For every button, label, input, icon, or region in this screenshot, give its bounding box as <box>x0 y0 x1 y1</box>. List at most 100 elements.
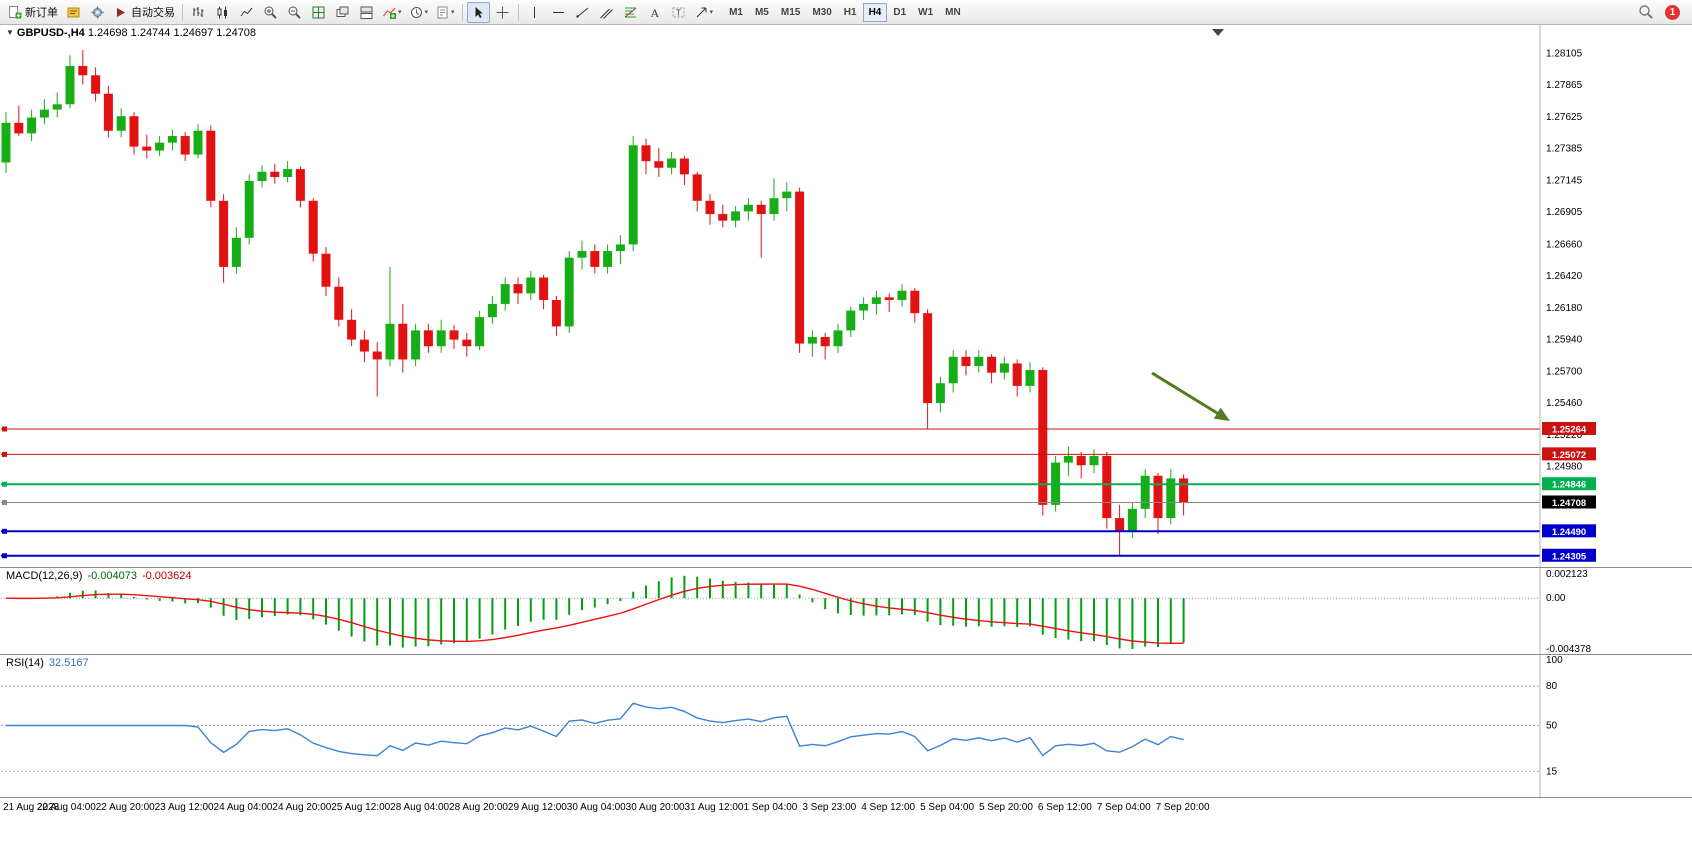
text-icon: A <box>647 5 662 20</box>
cascade-windows-button[interactable] <box>331 2 354 23</box>
cascade-icon <box>335 5 350 20</box>
price-line-handle[interactable] <box>2 499 7 505</box>
timeframe-W1-button[interactable]: W1 <box>918 6 934 18</box>
trade-panel-toggle-icon[interactable]: ▼ <box>6 28 14 37</box>
candle-body <box>782 191 792 199</box>
timeframe-H4-button[interactable]: H4 <box>862 2 888 22</box>
timeframe-D1-button[interactable]: D1 <box>893 6 907 18</box>
dropdown-arrow-icon[interactable]: ▾ <box>424 9 429 16</box>
arrow-annotation-head[interactable] <box>1213 407 1230 421</box>
candle-body <box>231 237 241 267</box>
horizontal-line-button[interactable] <box>547 2 570 23</box>
template-icon <box>435 5 450 20</box>
periods-button[interactable]: ▾ <box>406 2 432 23</box>
macd-signal-value: -0.003624 <box>141 570 192 582</box>
toolbar-separator <box>517 3 519 21</box>
price-axis-tick: 1.25460 <box>1546 398 1583 409</box>
macd-main-value: -0.004073 <box>87 570 137 582</box>
price-line-handle[interactable] <box>2 426 7 432</box>
candle-body <box>590 251 600 267</box>
candle-body <box>436 330 446 347</box>
candle-body <box>487 303 497 318</box>
play-icon <box>113 5 128 20</box>
metaeditor-icon <box>66 5 81 20</box>
cursor-button[interactable] <box>466 1 490 23</box>
candle-body <box>372 351 382 360</box>
dropdown-arrow-icon[interactable]: ▾ <box>398 9 402 16</box>
timeframe-H1-button[interactable]: H1 <box>843 6 857 18</box>
time-axis-label: 25 Aug 12:00 <box>331 802 391 813</box>
main-chart-canvas[interactable]: 1.28105 1.27865 1.27625 1.27385 1.27145 1.269… <box>0 25 1692 567</box>
time-axis-label: 30 Aug 20:00 <box>625 802 685 813</box>
rsi-axis-label: 50 <box>1546 721 1558 732</box>
indicators-button[interactable]: ▾ <box>379 2 405 23</box>
timeframe-toolbar: M1 M5 M15 M30 H1 H4 D1 W1 MN <box>723 2 967 22</box>
new-order-button[interactable]: 新订单 <box>4 2 61 23</box>
candle-body <box>1102 455 1112 519</box>
candle-body <box>820 336 830 347</box>
timeframe-MN-button[interactable]: MN <box>945 6 961 18</box>
price-axis-tick: 1.26905 <box>1546 207 1583 218</box>
fibonacci-button[interactable] <box>619 2 642 23</box>
price-line-label <box>1542 495 1596 509</box>
toolbar-separator <box>182 3 183 21</box>
chart-ohlc-values: 1.24698 1.24744 1.24697 1.24708 <box>87 27 257 39</box>
text-label-button[interactable]: T <box>667 2 690 23</box>
tile-horizontal-button[interactable] <box>355 2 378 23</box>
timeframe-M15-button[interactable]: M15 <box>780 6 801 18</box>
options-button[interactable] <box>86 2 109 23</box>
horizontal-line-icon <box>551 5 566 20</box>
zoom-out-button[interactable] <box>283 2 306 23</box>
price-axis-tick: 1.24980 <box>1546 462 1583 473</box>
time-axis-label: 22 Aug 20:00 <box>95 802 155 813</box>
grid-icon <box>311 5 326 20</box>
zoom-in-button[interactable] <box>259 2 282 23</box>
dropdown-arrow-icon[interactable]: ▾ <box>709 9 714 16</box>
chart-window: 1.28105 1.27865 1.27625 1.27385 1.27145 1.269… <box>0 25 1692 855</box>
candlestick-chart-button[interactable] <box>211 2 234 23</box>
price-line-label-text: 1.25264 <box>1552 424 1587 435</box>
candle-body <box>769 198 779 215</box>
price-line-handle[interactable] <box>2 528 7 534</box>
candle-body <box>910 290 920 314</box>
vertical-line-button[interactable] <box>523 2 546 23</box>
auto-trading-button[interactable]: 自动交易 <box>110 2 178 23</box>
price-line-handle[interactable] <box>2 451 7 457</box>
candle-body <box>1 122 11 163</box>
bar-chart-button[interactable] <box>187 2 210 23</box>
timeframe-M5-button[interactable]: M5 <box>754 6 769 18</box>
timeframe-M1-button[interactable]: M1 <box>729 6 743 18</box>
tile-windows-button[interactable] <box>307 2 330 23</box>
candle-body <box>167 136 177 143</box>
metaeditor-button[interactable] <box>62 2 85 23</box>
candle-body <box>1127 508 1137 532</box>
price-line-handle[interactable] <box>2 481 7 487</box>
templates-button[interactable]: ▾ <box>432 2 458 23</box>
price-axis-tick: 1.25700 <box>1546 366 1583 377</box>
notification-badge[interactable]: 1 <box>1665 4 1680 20</box>
candle-body <box>283 169 293 178</box>
candle-body <box>1076 455 1086 466</box>
macd-panel: 0.002123 0.00 -0.004378 MACD(12,26,9) -0.00… <box>0 568 1692 655</box>
time-axis-label: 3 Sep 23:00 <box>802 802 857 813</box>
channel-button[interactable] <box>595 2 618 23</box>
price-line-handle[interactable] <box>2 553 7 559</box>
search-button[interactable] <box>1634 2 1657 23</box>
chart-shift-marker <box>1212 29 1224 36</box>
candle-body <box>1166 478 1176 519</box>
dropdown-arrow-icon[interactable]: ▾ <box>451 9 455 16</box>
candle-body <box>244 180 254 238</box>
time-axis-label: 7 Sep 20:00 <box>1155 802 1210 813</box>
candle-body <box>295 169 305 201</box>
arrows-button[interactable]: ▾ <box>691 2 717 23</box>
auto-trading-label: 自动交易 <box>131 7 175 19</box>
line-chart-button[interactable] <box>235 2 258 23</box>
text-button[interactable]: A <box>643 2 666 23</box>
arrow-annotation[interactable] <box>1151 371 1224 418</box>
macd-canvas[interactable]: 0.002123 0.00 -0.004378 <box>0 568 1692 654</box>
rsi-canvas[interactable]: 100 80 50 15 <box>0 655 1692 797</box>
timeframe-M30-button[interactable]: M30 <box>812 6 832 18</box>
trendline-button[interactable] <box>571 2 594 23</box>
crosshair-button[interactable] <box>491 2 514 23</box>
text-label-icon: T <box>671 5 686 20</box>
